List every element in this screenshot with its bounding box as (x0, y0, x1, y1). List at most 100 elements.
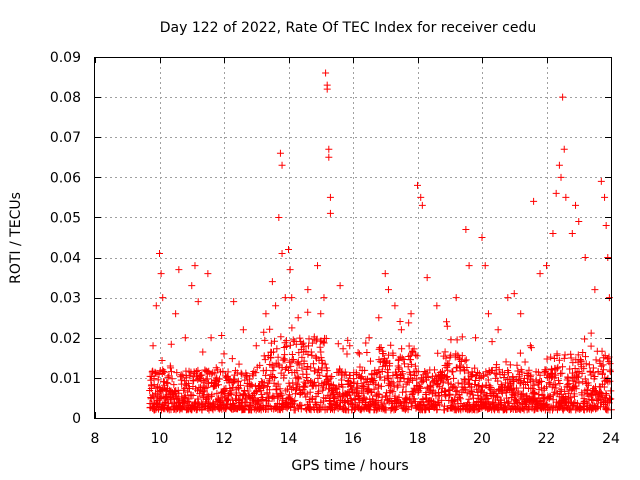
background-point (168, 375, 176, 383)
background-point (150, 393, 158, 401)
background-point (281, 356, 289, 364)
data-point (597, 177, 605, 185)
background-point (174, 395, 182, 403)
y-tick-label: 0.07 (50, 130, 81, 146)
background-point (266, 377, 274, 385)
background-point (194, 366, 202, 374)
data-point (149, 342, 157, 350)
data-point (194, 298, 202, 306)
y-tick-label: 0.04 (50, 251, 81, 267)
background-point (219, 367, 227, 375)
background-point (374, 381, 382, 389)
background-point (163, 395, 171, 403)
background-point (592, 356, 600, 364)
background-point (215, 381, 223, 389)
background-point (256, 361, 264, 369)
background-point (529, 385, 537, 393)
data-point (530, 197, 538, 205)
y-tick-label: 0.02 (50, 331, 81, 347)
background-point (288, 351, 296, 359)
x-tick-label: 10 (151, 431, 169, 447)
data-point (220, 350, 228, 358)
background-point (296, 334, 304, 342)
background-point (262, 366, 270, 374)
x-tick-label: 22 (538, 431, 556, 447)
data-point (159, 294, 167, 302)
background-point (545, 379, 553, 387)
background-point (246, 375, 254, 383)
background-point (185, 395, 193, 403)
data-point (325, 153, 333, 161)
background-point (406, 356, 414, 364)
background-point (152, 384, 160, 392)
background-point (452, 388, 460, 396)
background-point (399, 370, 407, 378)
data-point (156, 250, 163, 258)
background-point (247, 380, 255, 388)
background-point (228, 355, 236, 363)
background-point (382, 358, 390, 366)
data-point (325, 145, 333, 153)
data-point (323, 85, 331, 93)
background-point (269, 367, 277, 375)
background-point (163, 405, 171, 413)
background-point (606, 366, 614, 374)
background-point (271, 373, 279, 381)
background-point (280, 371, 288, 379)
data-point (355, 350, 363, 358)
background-point (300, 378, 308, 386)
data-point (581, 254, 589, 262)
background-point (167, 364, 175, 372)
x-tick-label: 20 (473, 431, 491, 447)
data-point (384, 286, 392, 294)
background-point (394, 381, 402, 389)
data-point (172, 310, 180, 318)
background-point (564, 381, 572, 389)
background-point (378, 368, 386, 376)
background-point (325, 396, 333, 404)
background-point (398, 354, 406, 362)
background-point (598, 347, 606, 355)
background-point (287, 362, 295, 370)
background-point (555, 356, 563, 364)
background-point (471, 364, 479, 372)
background-point (560, 354, 568, 362)
background-point (303, 370, 311, 378)
background-point (514, 398, 522, 406)
background-point (287, 404, 295, 412)
background-point (275, 362, 283, 370)
background-point (288, 324, 296, 332)
background-point (500, 399, 508, 407)
y-tick-label: 0.03 (50, 291, 81, 307)
background-point (581, 353, 589, 361)
background-point (591, 386, 599, 394)
data-point (572, 201, 580, 209)
background-point (565, 394, 573, 402)
background-point (405, 378, 413, 386)
background-point (277, 333, 285, 341)
background-point (575, 368, 583, 376)
background-point (218, 332, 226, 340)
background-point (274, 360, 282, 368)
background-point (317, 354, 325, 362)
background-point (306, 403, 314, 411)
background-point (435, 383, 443, 391)
background-point (221, 404, 229, 412)
background-point (220, 386, 228, 394)
data-point (365, 334, 373, 342)
background-point (580, 365, 588, 373)
background-point (572, 385, 580, 393)
data-point (322, 69, 330, 77)
background-point (607, 395, 615, 403)
axis-ticks (95, 57, 612, 419)
background-point (402, 404, 410, 412)
tick-labels: 8 10 12 14 16 18 20 22 24 0 0.01 0.02 0.03 0.04 0.05 0.… (50, 50, 620, 447)
background-point (556, 379, 564, 387)
background-point (186, 372, 194, 380)
background-point (407, 360, 415, 368)
background-point (357, 375, 365, 383)
background-point (173, 369, 181, 377)
data-point (465, 262, 473, 270)
y-axis-label: ROTI / TECUs (8, 192, 24, 284)
